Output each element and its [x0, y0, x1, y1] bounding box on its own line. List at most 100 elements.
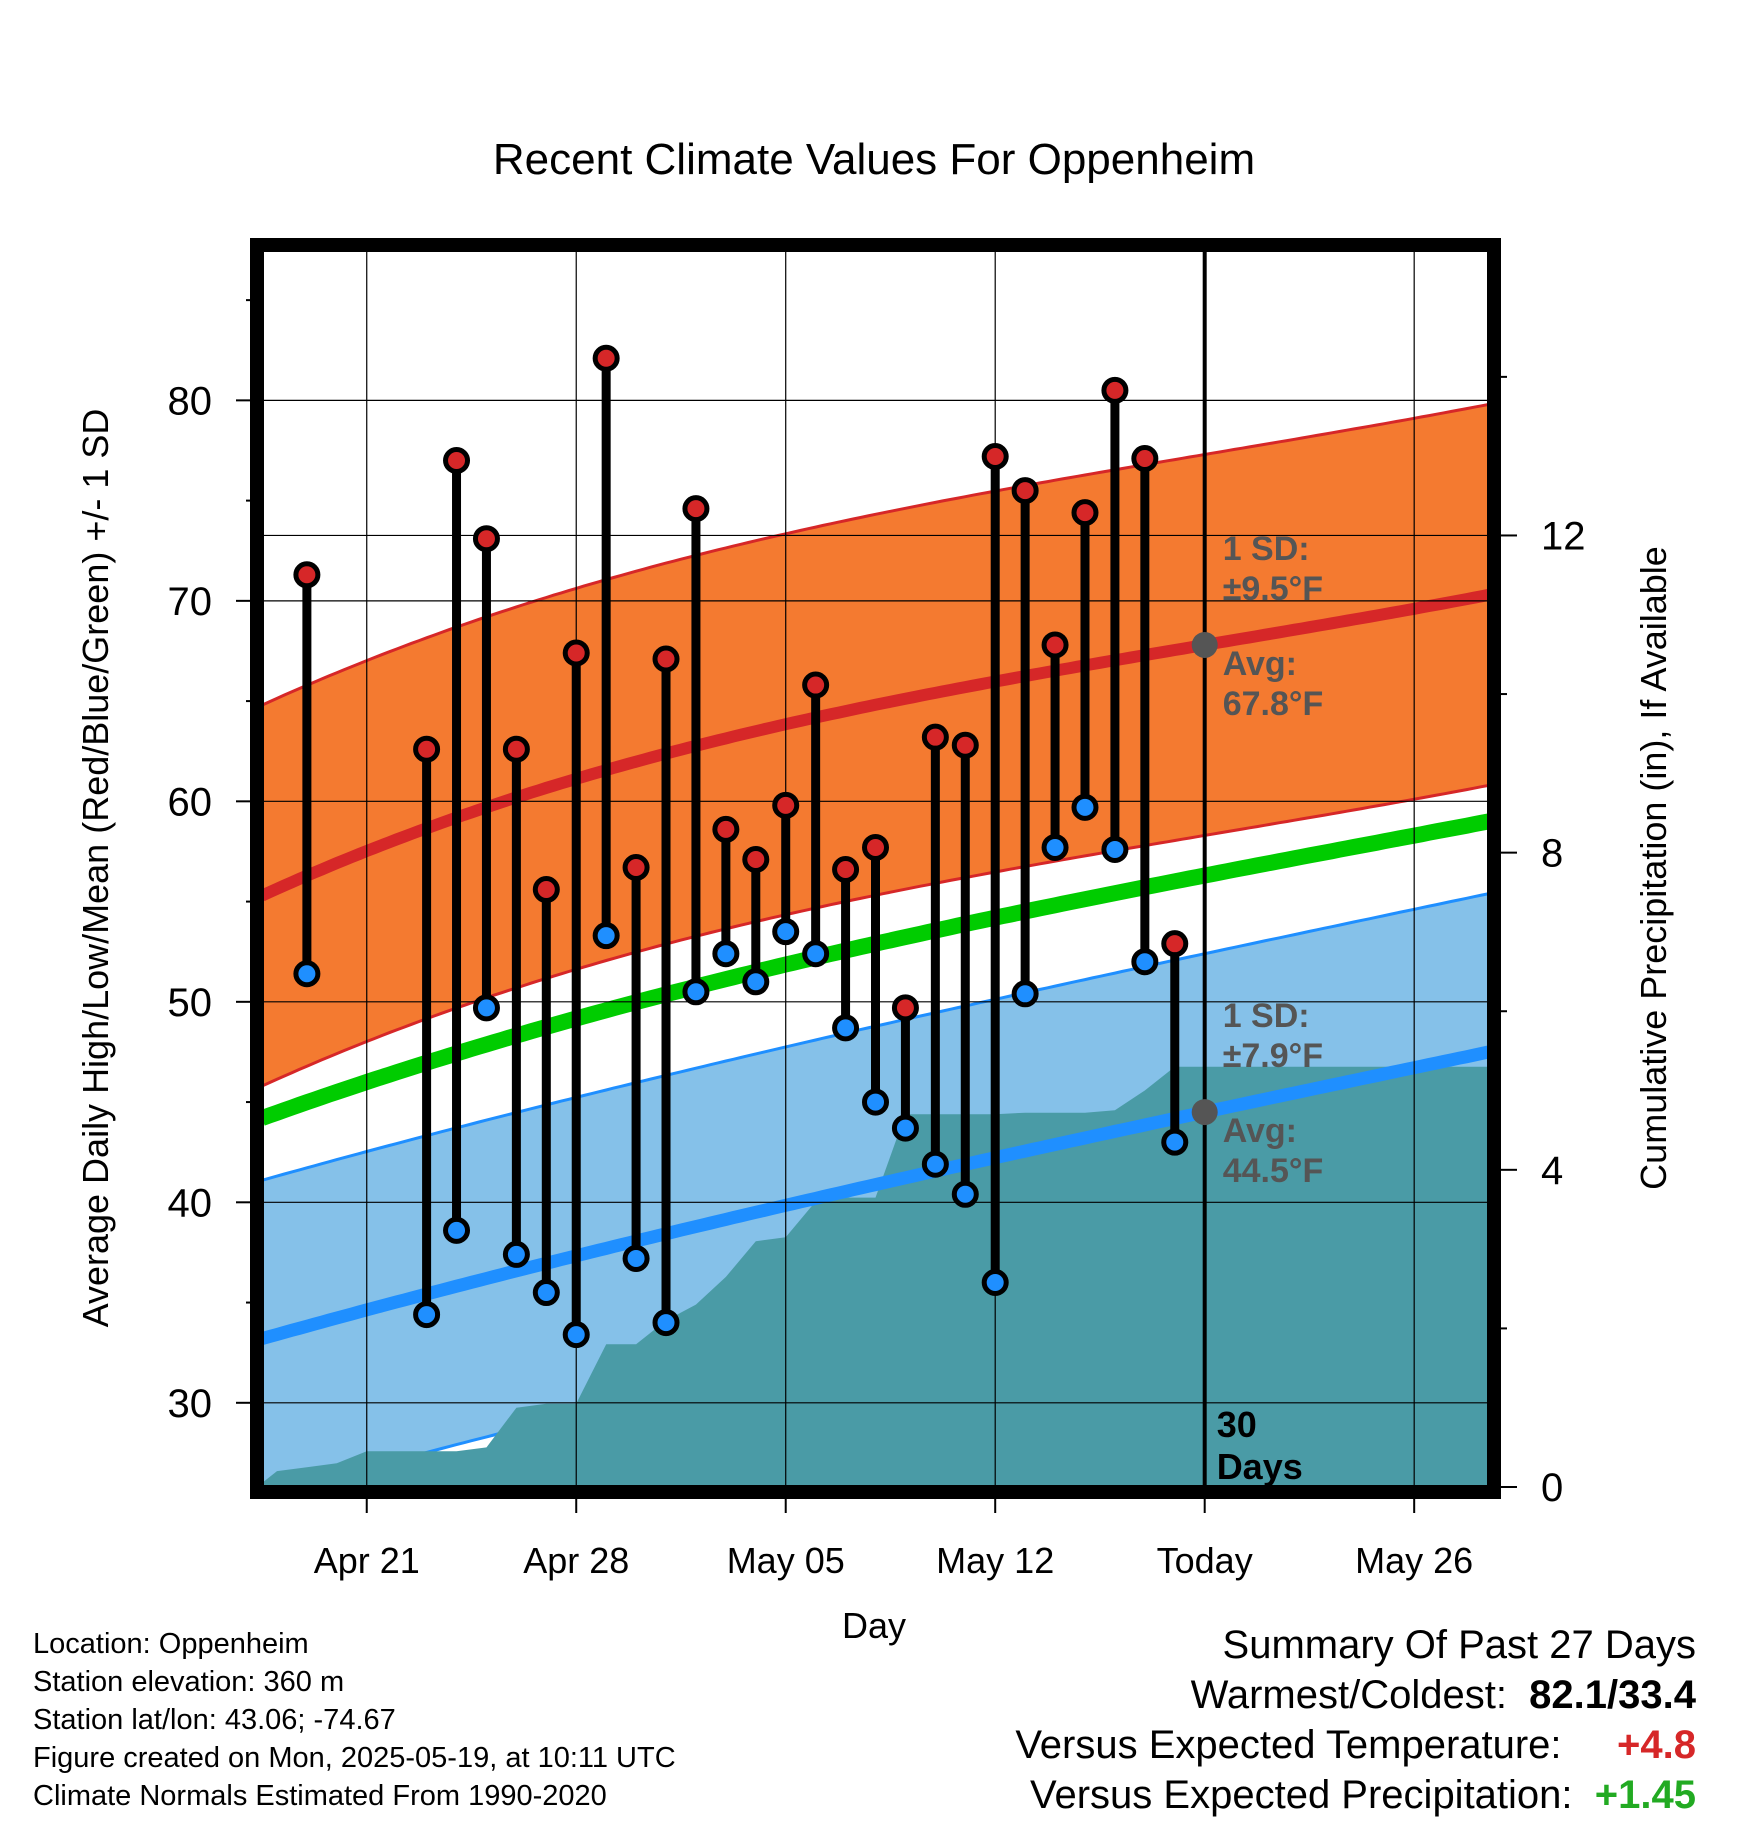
- low-point: [832, 1014, 860, 1042]
- high-point: [592, 344, 620, 372]
- temperature-label: Versus Expected Temperature:: [1015, 1723, 1562, 1767]
- precipitation-value: +1.45: [1594, 1773, 1696, 1817]
- high-point: [562, 639, 590, 667]
- high-point: [772, 791, 800, 819]
- high-avg-value: 67.8°F: [1223, 685, 1324, 723]
- y-tick-label: 40: [168, 1181, 213, 1225]
- y2-tick-label: 12: [1541, 514, 1586, 558]
- high-point: [832, 856, 860, 884]
- station-latlon: Station lat/lon: 43.06; -74.67: [33, 1704, 396, 1736]
- low-point: [1011, 980, 1039, 1008]
- x-tick-label: May 26: [1355, 1540, 1473, 1581]
- high-sd-label: 1 SD:: [1223, 530, 1310, 568]
- high-point: [1101, 376, 1129, 404]
- high-point: [712, 815, 740, 843]
- high-point: [1011, 477, 1039, 505]
- low-point: [1161, 1128, 1189, 1156]
- high-point: [1041, 631, 1069, 659]
- high-point: [951, 731, 979, 759]
- high-sd-band: [262, 404, 1489, 1086]
- high-point: [862, 833, 889, 861]
- low-point: [443, 1216, 471, 1244]
- low-sd-label: 1 SD:: [1223, 997, 1310, 1035]
- today-marker-label: Days: [1217, 1446, 1303, 1487]
- y-tick-label: 70: [168, 580, 213, 624]
- high-point: [1161, 930, 1189, 958]
- high-point: [921, 723, 949, 751]
- low-point: [502, 1240, 530, 1268]
- low-point: [562, 1321, 590, 1349]
- summary-temperature: Versus Expected Temperature: +4.8: [1015, 1720, 1696, 1770]
- low-point: [802, 940, 830, 968]
- high-point: [981, 443, 1009, 471]
- low-point: [712, 940, 740, 968]
- high-point: [622, 853, 650, 881]
- high-point: [472, 525, 500, 553]
- precipitation-label: Versus Expected Precipitation:: [1030, 1773, 1573, 1817]
- warmest-coldest-value: 82.1/33.4: [1529, 1673, 1696, 1717]
- high-point: [1071, 499, 1099, 527]
- figure-created: Figure created on Mon, 2025-05-19, at 10…: [33, 1742, 676, 1774]
- high-sd-value: ±9.5°F: [1223, 570, 1323, 608]
- high-point: [502, 735, 530, 763]
- climate-normals-note: Climate Normals Estimated From 1990-2020: [33, 1780, 607, 1812]
- y-tick-label: 60: [168, 780, 213, 824]
- today-marker-label: 30: [1217, 1404, 1257, 1445]
- normal-low-line: [262, 1045, 1489, 1345]
- high-point: [443, 447, 471, 475]
- low-point: [951, 1180, 979, 1208]
- low-point: [622, 1244, 650, 1272]
- y2-axis-label: Cumulative Precipitation (in), If Availa…: [1633, 546, 1674, 1190]
- high-point: [532, 876, 560, 904]
- low-point: [891, 1114, 919, 1142]
- today-high-avg-marker: [1191, 631, 1218, 658]
- y2-tick-label: 4: [1541, 1149, 1563, 1193]
- low-point: [862, 1088, 889, 1116]
- y-tick-label: 80: [168, 379, 213, 423]
- high-point: [1131, 445, 1159, 473]
- high-point: [682, 495, 710, 523]
- x-axis-label: Day: [842, 1605, 906, 1646]
- low-point: [1131, 948, 1159, 976]
- low-point: [592, 922, 620, 950]
- low-point: [682, 978, 710, 1006]
- low-point: [1041, 833, 1069, 861]
- warmest-coldest-label: Warmest/Coldest:: [1190, 1673, 1507, 1717]
- low-point: [472, 994, 500, 1022]
- temperature-value: +4.8: [1617, 1723, 1696, 1767]
- high-point: [413, 735, 441, 763]
- low-point: [413, 1301, 441, 1329]
- low-point: [532, 1279, 560, 1307]
- low-point: [293, 960, 321, 988]
- x-tick-label: Today: [1157, 1540, 1253, 1581]
- low-avg-value: 44.5°F: [1223, 1152, 1324, 1190]
- today-low-avg-marker: [1191, 1099, 1218, 1126]
- station-location: Location: Oppenheim: [33, 1628, 309, 1660]
- high-point: [891, 994, 919, 1022]
- low-point: [772, 918, 800, 946]
- low-point: [1071, 793, 1099, 821]
- plot-frame: [250, 238, 1501, 1499]
- low-sd-value: ±7.9°F: [1223, 1037, 1323, 1075]
- high-avg-label: Avg:: [1223, 645, 1297, 683]
- low-avg-label: Avg:: [1223, 1112, 1297, 1150]
- station-info: Location: Oppenheim Station elevation: 3…: [33, 1625, 676, 1815]
- normal-high-line: [262, 588, 1489, 902]
- y-tick-label: 50: [168, 981, 213, 1025]
- chart-title: Recent Climate Values For Oppenheim: [493, 135, 1255, 184]
- x-tick-label: Apr 21: [314, 1540, 420, 1581]
- high-point: [802, 671, 830, 699]
- low-point: [981, 1269, 1009, 1297]
- x-tick-label: Apr 28: [523, 1540, 629, 1581]
- high-point: [652, 645, 680, 673]
- high-point: [293, 561, 321, 589]
- y2-tick-label: 8: [1541, 832, 1563, 876]
- summary-precipitation: Versus Expected Precipitation: +1.45: [1015, 1770, 1696, 1820]
- y-tick-label: 30: [168, 1382, 213, 1426]
- y2-tick-label: 0: [1541, 1466, 1563, 1510]
- station-elevation: Station elevation: 360 m: [33, 1666, 345, 1698]
- summary-title: Summary Of Past 27 Days: [1222, 1623, 1696, 1667]
- x-tick-label: May 05: [727, 1540, 845, 1581]
- y-axis-label: Average Daily High/Low/Mean (Red/Blue/Gr…: [75, 409, 116, 1328]
